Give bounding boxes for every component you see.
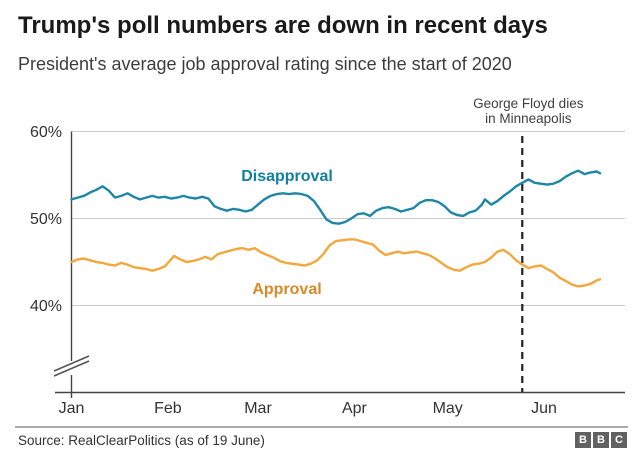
- annotation-line-2: in Minneapolis: [485, 111, 572, 126]
- x-tick-mar: Mar: [244, 400, 272, 417]
- page-subtitle: President's average job approval rating …: [18, 54, 512, 74]
- bbc-logo-block-b1: B: [575, 432, 591, 448]
- axis-break-slash-1: [53, 360, 90, 377]
- y-tick-60: 60%: [30, 124, 62, 141]
- bbc-logo-block-b2: B: [593, 432, 609, 448]
- axis-break-slash-2: [53, 355, 90, 372]
- x-tick-may: May: [433, 400, 463, 417]
- disapproval-line: [70, 169, 602, 225]
- source-credit: Source: RealClearPolitics (as of 19 June…: [18, 433, 265, 448]
- y-tick-40: 40%: [30, 298, 62, 315]
- line-chart: 60% 50% 40% George Floyd dies in Minneap…: [30, 96, 625, 417]
- bbc-logo-block-c: C: [611, 432, 627, 448]
- disapproval-label: Disapproval: [241, 168, 333, 185]
- approval-line: [70, 238, 602, 288]
- x-tick-jan: Jan: [59, 400, 85, 417]
- x-tick-apr: Apr: [342, 400, 368, 417]
- x-tick-jun: Jun: [531, 400, 557, 417]
- x-tick-feb: Feb: [154, 400, 182, 417]
- y-tick-50: 50%: [30, 211, 62, 228]
- annotation-line-1: George Floyd dies: [473, 96, 584, 111]
- bbc-logo: B B C: [575, 432, 627, 448]
- page-title: Trump's poll numbers are down in recent …: [18, 12, 548, 39]
- footer-divider: [15, 426, 628, 428]
- approval-label: Approval: [252, 281, 321, 298]
